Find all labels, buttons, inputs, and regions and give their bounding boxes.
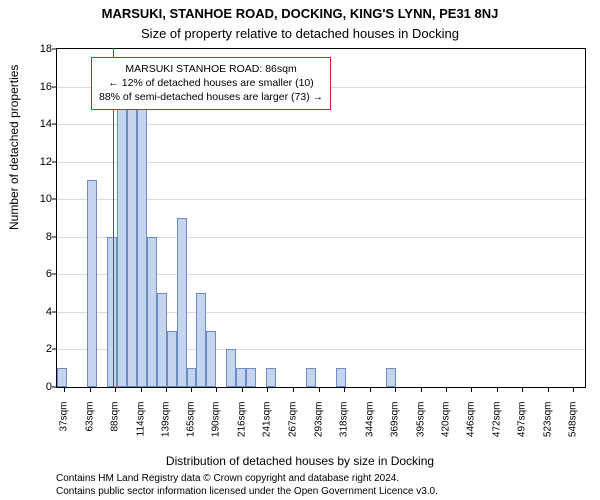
histogram-bar bbox=[386, 368, 396, 387]
x-tick-mark bbox=[370, 388, 371, 392]
histogram-bar bbox=[177, 218, 187, 387]
y-tick-label: 0 bbox=[30, 381, 52, 393]
histogram-bar bbox=[236, 368, 246, 387]
y-tick-label: 14 bbox=[30, 118, 52, 130]
x-tick-label: 420sqm bbox=[440, 402, 451, 452]
x-tick-label: 63sqm bbox=[84, 402, 95, 452]
x-tick-mark bbox=[216, 388, 217, 392]
y-tick-label: 18 bbox=[30, 43, 52, 55]
x-tick-mark bbox=[115, 388, 116, 392]
x-tick-mark bbox=[267, 388, 268, 392]
y-tick-label: 8 bbox=[30, 231, 52, 243]
histogram-bar bbox=[226, 349, 236, 387]
x-tick-label: 369sqm bbox=[389, 402, 400, 452]
x-tick-label: 446sqm bbox=[466, 402, 477, 452]
x-tick-mark bbox=[446, 388, 447, 392]
chart-container: MARSUKI, STANHOE ROAD, DOCKING, KING'S L… bbox=[0, 0, 600, 500]
histogram-bar bbox=[147, 237, 157, 387]
x-tick-label: 216sqm bbox=[237, 402, 248, 452]
annotation-line: MARSUKI STANHOE ROAD: 86sqm bbox=[99, 62, 323, 76]
x-tick-label: 190sqm bbox=[211, 402, 222, 452]
x-tick-label: 523sqm bbox=[543, 402, 554, 452]
histogram-bar bbox=[266, 368, 276, 387]
y-tick-label: 2 bbox=[30, 343, 52, 355]
histogram-bar bbox=[107, 237, 117, 387]
x-tick-mark bbox=[166, 388, 167, 392]
x-tick-label: 114sqm bbox=[135, 402, 146, 452]
x-tick-mark bbox=[191, 388, 192, 392]
y-tick-label: 6 bbox=[30, 268, 52, 280]
annotation-line: ← 12% of detached houses are smaller (10… bbox=[99, 76, 323, 90]
y-axis-label: Number of detached properties bbox=[7, 65, 21, 230]
x-tick-label: 293sqm bbox=[314, 402, 325, 452]
y-tick-label: 4 bbox=[30, 306, 52, 318]
histogram-bar bbox=[206, 331, 216, 387]
x-tick-mark bbox=[522, 388, 523, 392]
x-tick-label: 395sqm bbox=[415, 402, 426, 452]
x-tick-mark bbox=[141, 388, 142, 392]
y-tick-label: 10 bbox=[30, 193, 52, 205]
x-tick-mark bbox=[471, 388, 472, 392]
x-tick-label: 548sqm bbox=[568, 402, 579, 452]
histogram-bar bbox=[306, 368, 316, 387]
x-tick-label: 318sqm bbox=[338, 402, 349, 452]
histogram-bar bbox=[246, 368, 256, 387]
y-tick-label: 12 bbox=[30, 156, 52, 168]
histogram-bar bbox=[167, 331, 177, 387]
x-tick-label: 472sqm bbox=[492, 402, 503, 452]
histogram-bar bbox=[57, 368, 67, 387]
x-tick-mark bbox=[90, 388, 91, 392]
chart-title-main: MARSUKI, STANHOE ROAD, DOCKING, KING'S L… bbox=[0, 6, 600, 21]
histogram-bar bbox=[117, 105, 127, 387]
histogram-bar bbox=[187, 368, 197, 387]
x-tick-mark bbox=[293, 388, 294, 392]
x-tick-label: 88sqm bbox=[109, 402, 120, 452]
y-tick-label: 16 bbox=[30, 81, 52, 93]
footer-line-1: Contains HM Land Registry data © Crown c… bbox=[56, 472, 438, 485]
x-tick-label: 37sqm bbox=[58, 402, 69, 452]
x-axis-label: Distribution of detached houses by size … bbox=[0, 454, 600, 468]
annotation-box: MARSUKI STANHOE ROAD: 86sqm← 12% of deta… bbox=[91, 57, 331, 110]
x-tick-label: 267sqm bbox=[288, 402, 299, 452]
x-tick-mark bbox=[548, 388, 549, 392]
x-tick-label: 241sqm bbox=[262, 402, 273, 452]
x-tick-mark bbox=[344, 388, 345, 392]
x-tick-label: 344sqm bbox=[364, 402, 375, 452]
x-tick-label: 165sqm bbox=[186, 402, 197, 452]
x-tick-label: 497sqm bbox=[517, 402, 528, 452]
plot-area: MARSUKI STANHOE ROAD: 86sqm← 12% of deta… bbox=[56, 48, 586, 388]
chart-footer: Contains HM Land Registry data © Crown c… bbox=[56, 472, 438, 498]
histogram-bar bbox=[137, 105, 147, 387]
chart-title-sub: Size of property relative to detached ho… bbox=[0, 26, 600, 41]
histogram-bar bbox=[87, 180, 97, 387]
x-tick-mark bbox=[497, 388, 498, 392]
x-tick-mark bbox=[64, 388, 65, 392]
x-tick-mark bbox=[421, 388, 422, 392]
histogram-bar bbox=[336, 368, 346, 387]
footer-line-2: Contains public sector information licen… bbox=[56, 485, 438, 498]
histogram-bar bbox=[127, 105, 137, 387]
x-tick-mark bbox=[319, 388, 320, 392]
x-tick-label: 139sqm bbox=[160, 402, 171, 452]
histogram-bar bbox=[196, 293, 206, 387]
x-tick-mark bbox=[395, 388, 396, 392]
x-tick-mark bbox=[573, 388, 574, 392]
x-tick-mark bbox=[242, 388, 243, 392]
annotation-line: 88% of semi-detached houses are larger (… bbox=[99, 90, 323, 104]
histogram-bar bbox=[157, 293, 167, 387]
